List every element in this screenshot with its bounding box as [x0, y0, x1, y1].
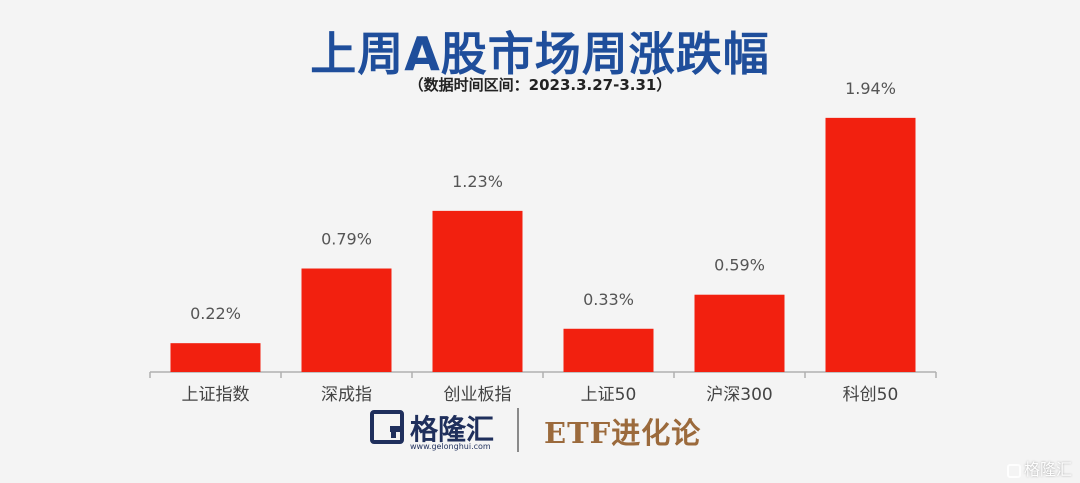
bar — [432, 210, 523, 372]
bar — [170, 343, 261, 372]
chart-subtitle: （数据时间区间：2023.3.27-3.31） — [408, 76, 672, 94]
x-tick-label: 沪深300 — [706, 385, 772, 405]
brand-url: www.gelonghui.com — [410, 442, 491, 451]
bar — [563, 328, 654, 372]
data-label: 1.23% — [452, 172, 503, 191]
x-tick-label: 创业板指 — [444, 385, 512, 405]
watermark-logo-icon — [1006, 463, 1021, 478]
footer-divider — [517, 408, 519, 452]
x-tick-label: 上证50 — [581, 385, 637, 405]
data-label: 0.59% — [714, 256, 765, 275]
footer: 格隆汇 www.gelonghui.com ETF进化论 — [0, 404, 1080, 464]
data-label: 1.94% — [845, 79, 896, 98]
x-tick-label: 上证指数 — [182, 385, 250, 405]
bar — [825, 117, 916, 372]
gelonghui-logo-icon — [370, 410, 404, 444]
data-label: 0.33% — [583, 290, 634, 309]
x-tick-label: 深成指 — [321, 385, 372, 405]
watermark-text: 格隆汇 — [1023, 460, 1072, 479]
data-label: 0.22% — [190, 304, 241, 323]
bar — [694, 294, 785, 372]
partner-name: ETF进化论 — [544, 416, 702, 450]
brand-name: 格隆汇 — [410, 413, 495, 446]
watermark: 格隆汇 — [1006, 456, 1072, 480]
chart-title: 上周A股市场周涨跌幅 — [310, 27, 770, 81]
x-tick-label: 科创50 — [843, 385, 899, 405]
bar — [301, 268, 392, 372]
data-label: 0.79% — [321, 230, 372, 249]
